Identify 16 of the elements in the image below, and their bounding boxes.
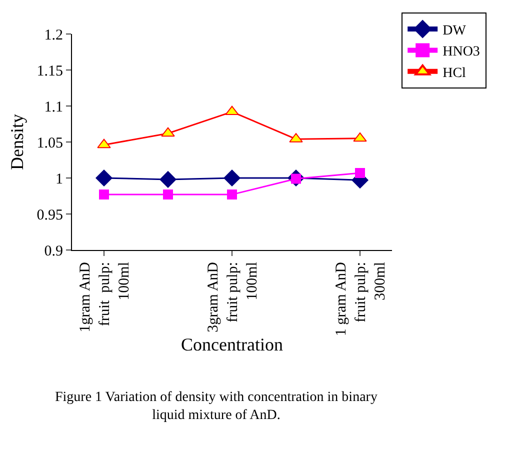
- y-tick-label: 1.05: [36, 135, 63, 152]
- y-tick-label: 1: [56, 171, 63, 188]
- y-tick-label: 1.1: [44, 99, 63, 116]
- y-tick-label: 1.15: [36, 63, 63, 80]
- x-tick-label: 1gram AnD fruit pulp: 100ml: [77, 262, 132, 332]
- x-axis-title: Concentration: [181, 334, 283, 354]
- caption: Figure 1 Variation of density with concentration in binary liquid mixture of AnD.: [55, 390, 378, 424]
- x-tick-label: 3gram AnD fruit pulp: 100ml: [205, 262, 260, 332]
- legend-label: DW: [442, 23, 467, 38]
- legend-label: HNO3: [442, 44, 480, 60]
- x-tick-label: 1 gram AnD fruit pulp: 300ml: [333, 262, 388, 336]
- y-tick-label: 1.2: [44, 27, 63, 44]
- y-tick-label: 0.9: [44, 243, 63, 260]
- legend-label: HCl: [442, 66, 466, 81]
- y-tick-label: 0.95: [36, 207, 63, 224]
- y-axis-title: Density: [6, 114, 27, 170]
